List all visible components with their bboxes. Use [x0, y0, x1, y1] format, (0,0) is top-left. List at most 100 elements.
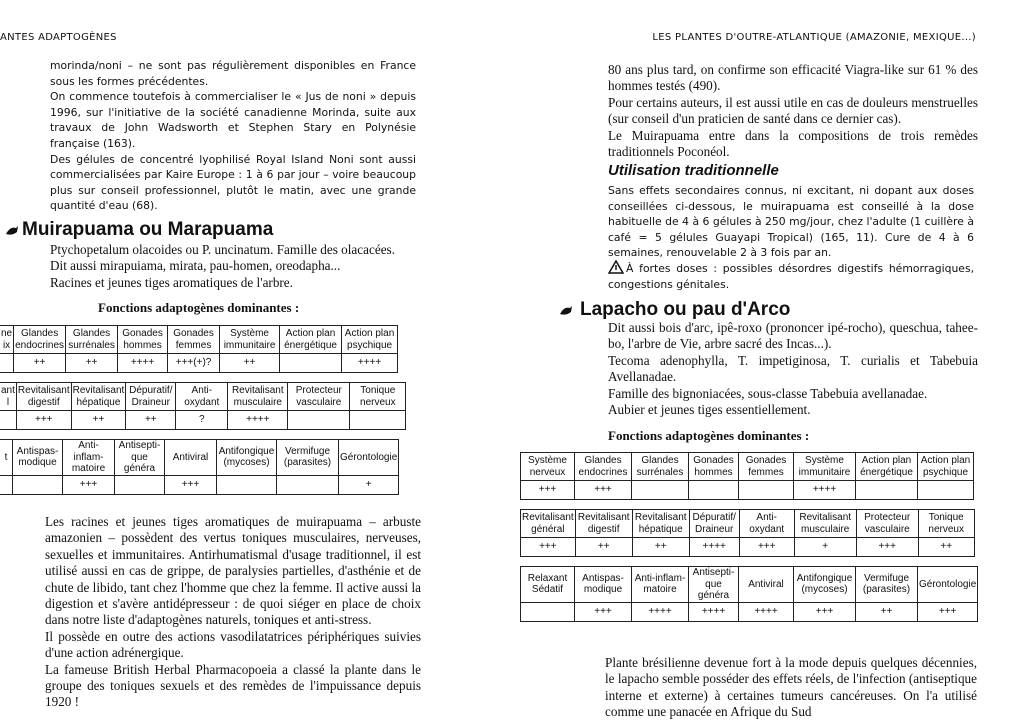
paragraph: Des gélules de concentré lyophilisé Roya…: [50, 152, 416, 213]
header-row: ant l Revitalisant digestif Revitalisant h…: [0, 382, 407, 411]
value-cell: [520, 601, 575, 622]
value-cell: +: [337, 474, 400, 495]
value-cell: [855, 480, 918, 500]
header-cell: Action plan énergétique: [279, 325, 343, 354]
value-cell: ++++: [793, 480, 856, 500]
value-cell: +++: [855, 537, 919, 557]
value-cell: +++: [164, 474, 217, 495]
header-cell: Tonique nerveux: [917, 509, 975, 538]
botany: Dit aussi bois d'arc, ipê-roxo (prononce…: [608, 320, 978, 418]
value-cell: ++++: [631, 601, 689, 622]
paragraphs: 80 ans plus tard, on confirme son effica…: [608, 62, 978, 160]
header-cell: Revitalisant digestif: [15, 382, 72, 411]
botany: Ptychopetalum olacoides ou P. uncinatum.…: [50, 242, 430, 291]
value-cell: +++: [62, 474, 115, 495]
function-table: Système nerveux Glandes endocrines Glandes…: [520, 452, 974, 500]
header-cell: Antiviral: [738, 566, 794, 603]
value-cell: [287, 410, 351, 430]
value-cell: +++(+)?: [167, 353, 221, 373]
paragraph: Le Muirapuama entre dans la compositions…: [608, 127, 978, 160]
function-table: ant l Revitalisant digestif Revitalisant h…: [0, 382, 407, 430]
value-cell: ?: [175, 410, 229, 430]
header-cell: Dépuratif/ Draineur: [688, 509, 740, 538]
value-cell: [0, 353, 15, 373]
header-cell: t: [0, 439, 13, 476]
value-cell: [216, 474, 277, 495]
header-cell: Revitalisant musculaire: [793, 509, 857, 538]
header-cell: Anti-oxydant: [175, 382, 229, 411]
table-title: Fonctions adaptogènes dominantes :: [608, 428, 810, 443]
function-table: t Antispas-modique Anti-inflam-matoire Anti…: [0, 439, 400, 495]
header-cell: Glandes endocrines: [574, 452, 632, 481]
header-cell: Gonades femmes: [738, 452, 794, 481]
function-table: Relaxant Sédatif Antispas-modique Anti-inf…: [520, 566, 979, 622]
header-cell: Antispas-modique: [12, 439, 63, 476]
running-head: ANTES ADAPTOGÈNES: [0, 32, 117, 43]
paragraph: À fortes doses : possibles désordres dig…: [608, 262, 974, 291]
running-head: LES PLANTES D'OUTRE-ATLANTIQUE (AMAZONIE…: [652, 32, 976, 43]
header-cell: Protecteur vasculaire: [287, 382, 351, 411]
function-table: ne ix Glandes endocrines Glandes surrénale…: [0, 325, 399, 373]
header-cell: Revitalisant digestif: [574, 509, 633, 538]
value-cell: ++++: [341, 353, 399, 373]
paragraph: Pour certains auteurs, il est aussi util…: [608, 94, 978, 127]
paragraphs: morinda/noni – ne sont pas régulièrement…: [50, 58, 416, 214]
value-row: +++ ++ ++? ++++: [0, 410, 407, 430]
header-cell: Antisepti-que généra: [688, 566, 739, 603]
value-cell: [349, 410, 407, 430]
ornament: [6, 226, 18, 235]
table-body: ne ix Glandes endocrines Glandes surrénale…: [0, 325, 399, 373]
header-cell: Antispas-modique: [574, 566, 632, 603]
value-cell: ++: [574, 537, 633, 557]
header-cell: Glandes endocrines: [13, 325, 67, 354]
header-cell: Vermifuge (parasites): [276, 439, 339, 476]
header-cell: Gonades hommes: [688, 452, 739, 481]
header-cell: Anti-oxydant: [738, 509, 795, 538]
header-cell: Gérontologie: [916, 566, 979, 603]
paragraph: On commence toutefois à commercialiser l…: [50, 90, 416, 150]
value-cell: [114, 474, 165, 495]
value-row: +++ +++ +: [0, 474, 400, 495]
header-cell: Tonique nerveux: [349, 382, 407, 411]
paragraph: morinda/noni – ne sont pas régulièrement…: [50, 59, 416, 88]
header-cell: Antiviral: [164, 439, 217, 476]
header-cell: Système immunitaire: [219, 325, 281, 354]
paragraph: Dit aussi mirapuiama, mirata, pau-homen,…: [50, 258, 341, 274]
paragraph: Aubier et jeunes tiges essentiellement.: [608, 402, 811, 418]
value-cell: [917, 480, 974, 500]
section-heading: Muirapuama ou Marapuama: [22, 219, 274, 240]
value-cell: [0, 410, 17, 430]
value-cell: [688, 480, 739, 500]
header-row: Système nerveux Glandes endocrines Glandes…: [520, 452, 974, 481]
header-cell: Revitalisant hépatique: [70, 382, 127, 411]
header-cell: Revitalisant hépatique: [631, 509, 690, 538]
header-cell: Action plan énergétique: [855, 452, 918, 481]
header-cell: Gonades hommes: [117, 325, 169, 354]
warning: À fortes doses : possibles désordres dig…: [608, 261, 974, 292]
header-cell: Revitalisant général: [520, 509, 576, 538]
header-cell: Système immunitaire: [793, 452, 856, 481]
table-body: t Antispas-modique Anti-inflam-matoire Anti…: [0, 439, 400, 495]
warning-icon: [608, 260, 624, 274]
value-cell: +++: [15, 410, 72, 430]
paragraph: Ptychopetalum olacoides ou P. uncinatum.…: [50, 242, 395, 257]
function-table: Revitalisant général Revitalisant digesti…: [520, 509, 975, 557]
paragraph: 80 ans plus tard, on confirme son effica…: [608, 62, 978, 94]
table-area: ne ix Glandes endocrines Glandes surrénale…: [0, 325, 407, 504]
value-cell: ++++: [688, 537, 740, 557]
value-cell: +++: [520, 480, 575, 500]
value-cell: [631, 480, 689, 500]
value-cell: ++++: [117, 353, 169, 373]
value-cell: ++: [219, 353, 281, 373]
value-cell: ++: [13, 353, 67, 373]
table-area: Système nerveux Glandes endocrines Glandes…: [520, 452, 979, 631]
value-cell: [279, 353, 343, 373]
value-cell: ++: [70, 410, 127, 430]
paragraph: Racines et jeunes tiges aromatiques de l…: [50, 274, 293, 290]
header-cell: Glandes surrénales: [631, 452, 689, 481]
header-cell: Antifongique (mycoses): [793, 566, 856, 603]
header-cell: Antisepti-que généra: [114, 439, 165, 476]
value-cell: ++++: [738, 601, 794, 622]
header-cell: Glandes surrénales: [65, 325, 119, 354]
ornament: [560, 306, 572, 315]
